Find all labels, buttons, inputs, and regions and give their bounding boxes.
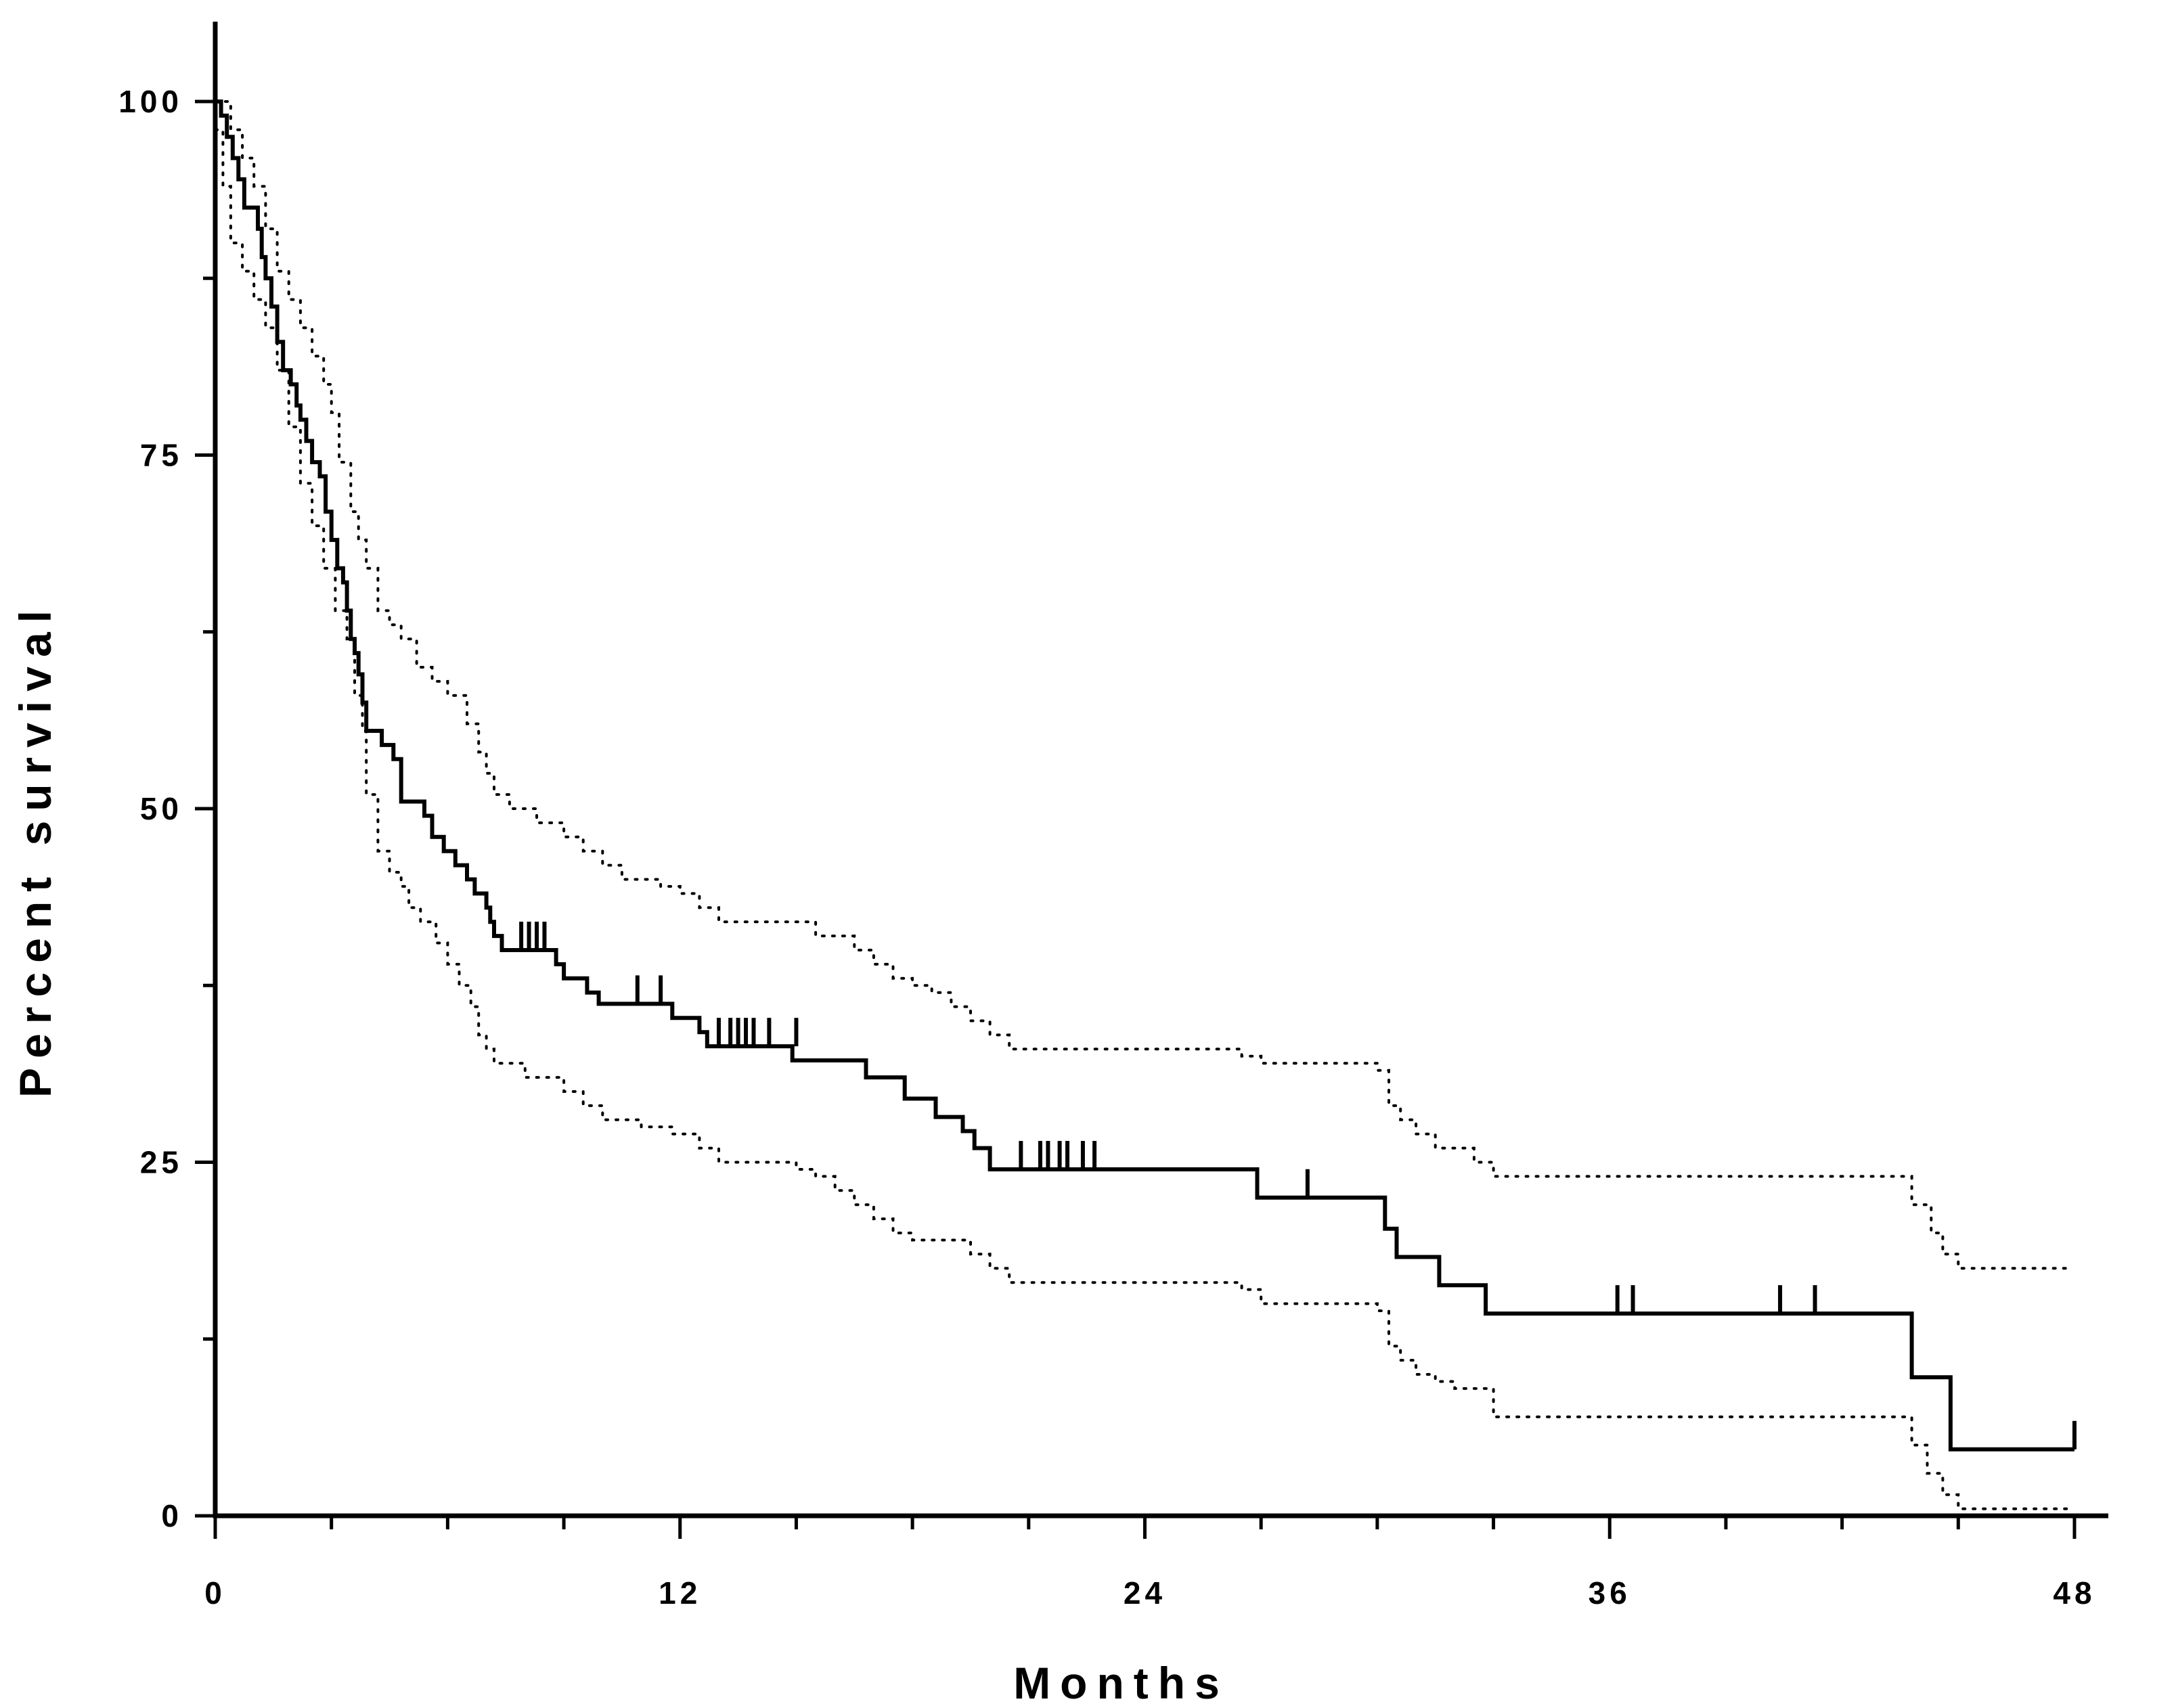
upper-ci-line <box>214 100 2068 1270</box>
y-axis-title: Percent survival <box>10 601 60 1098</box>
survival-curve-layer <box>215 99 2074 1452</box>
x-tick-label: 12 <box>659 1575 701 1611</box>
survival-curve <box>215 99 2074 1452</box>
censor-marks-layer <box>519 922 2077 1449</box>
x-tick-label: 24 <box>1124 1575 1166 1611</box>
y-tick-label: 75 <box>140 438 183 473</box>
ticks-layer: 0 25 50 75 100 0 12 24 36 48 <box>118 84 2095 1611</box>
x-tick-label: 48 <box>2053 1575 2095 1611</box>
x-tick-label: 0 <box>204 1575 226 1611</box>
y-tick-label: 0 <box>161 1498 183 1533</box>
y-tick-label: 50 <box>140 791 183 826</box>
confidence-interval-layer <box>214 100 2068 1510</box>
x-tick-label: 36 <box>1589 1575 1631 1611</box>
axes-layer <box>213 22 2108 1519</box>
x-axis-title: Months <box>1013 1658 1229 1708</box>
y-tick-label: 100 <box>118 84 183 119</box>
y-tick-label: 25 <box>140 1145 183 1180</box>
lower-ci-line <box>214 128 2068 1510</box>
